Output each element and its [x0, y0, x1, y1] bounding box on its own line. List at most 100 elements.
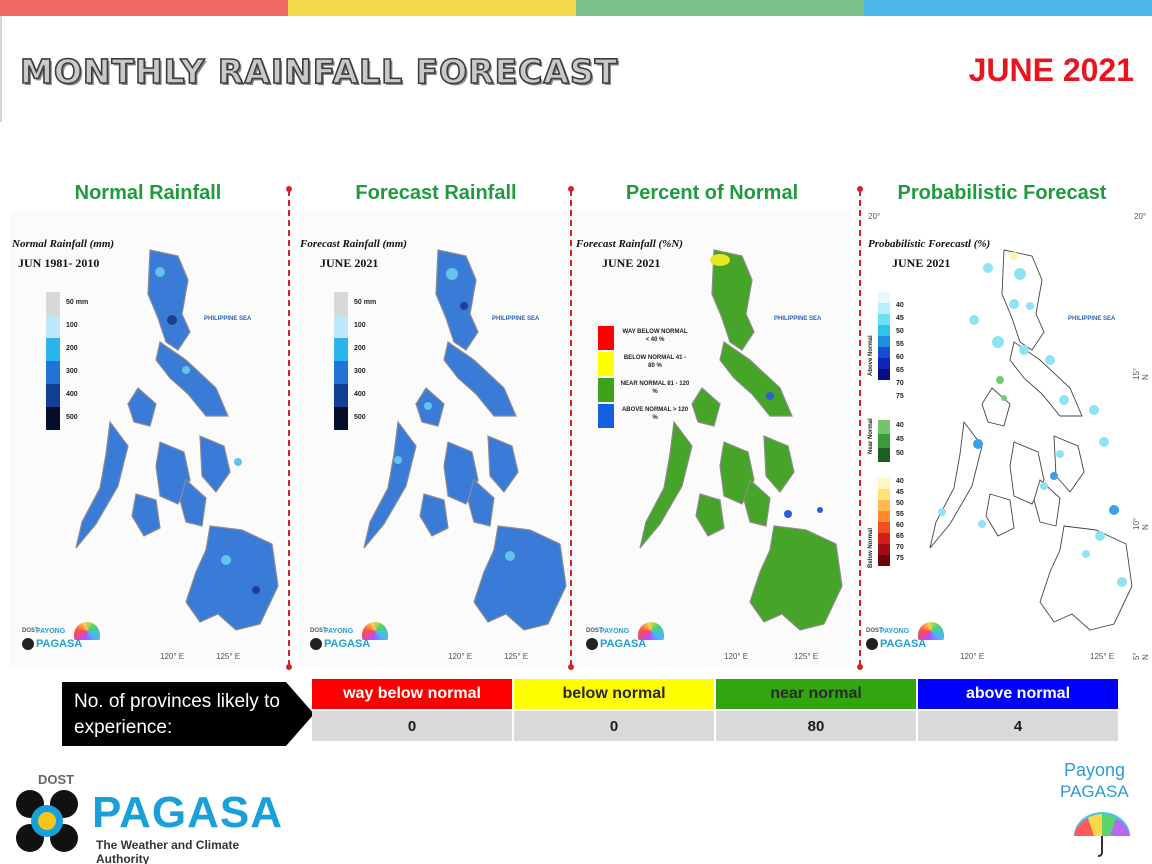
category-below-normal: Below Normal: [868, 527, 874, 568]
legend-label: 300: [354, 368, 366, 375]
mini-logo-pagasa: PAGASA: [324, 638, 371, 650]
summary-label: No. of provinces likely to experience:: [74, 691, 280, 738]
lon-label-left: 120° E: [960, 652, 985, 661]
map-caption: Forecast Rainfall (%N): [576, 238, 683, 250]
left-rule: [0, 16, 2, 122]
panel-normal-rainfall: Normal Rainfall Normal Rainfall (mm) JUN…: [10, 182, 286, 670]
legend-row: NEAR NORMAL 81 - 120 %: [598, 378, 698, 402]
lon-label-right: 125° E: [794, 652, 819, 661]
lon-label-left: 120° E: [724, 652, 749, 661]
top-bar-segment-blue: [864, 0, 1152, 16]
legend-label: 60: [896, 354, 904, 361]
mini-logo-dost: DOST: [866, 628, 883, 634]
map-forecast-rainfall: Forecast Rainfall (mm) JUNE 2021 PHILIPP…: [298, 210, 574, 668]
legend-label: 40: [896, 302, 904, 309]
dost-seal-icon: [310, 638, 322, 650]
panel-probabilistic-forecast: Probabilistic Forecast: [864, 182, 1150, 670]
header-way-below-normal: way below normal: [312, 679, 514, 709]
pagasa-seal-icon: [16, 790, 78, 852]
map-period: JUNE 2021: [892, 256, 951, 270]
legend-label: 50 mm: [354, 299, 377, 306]
map-percent-of-normal: Forecast Rainfall (%N) JUNE 2021 PHILIPP…: [574, 210, 850, 668]
mini-logo-pagasa: PAGASA: [880, 638, 927, 650]
payong-pagasa-logo: Payong PAGASA: [1054, 760, 1150, 860]
footer-tagline: The Weather and Climate Authority: [96, 838, 240, 864]
lon-label-right: 125° E: [1090, 652, 1115, 661]
legend-label: ABOVE NORMAL > 120 %: [621, 407, 689, 421]
panel-percent-of-normal: Percent of Normal Forecast Rainfall (%N)…: [574, 182, 850, 670]
lat-label-15: 15° N: [1132, 367, 1150, 380]
legend-label: 400: [354, 391, 366, 398]
legend-label: 500: [354, 414, 366, 421]
umbrella-icon: [362, 622, 388, 640]
mini-logo-payong: PAYONG: [880, 628, 910, 635]
legend-label: 200: [354, 345, 366, 352]
count-above-normal: 4: [918, 711, 1120, 741]
header-near-normal: near normal: [716, 679, 918, 709]
mini-logo-dost: DOST: [22, 628, 39, 634]
top-bar-segment-green: [576, 0, 864, 16]
legend-label: 45: [896, 436, 904, 443]
legend-label: 50: [896, 500, 904, 507]
legend-label: 65: [896, 367, 904, 374]
dost-seal-icon: [866, 638, 878, 650]
count-below-normal: 0: [514, 711, 716, 741]
mini-logo-pagasa: PAGASA: [600, 638, 647, 650]
legend-label: 400: [66, 391, 78, 398]
legend-label: 55: [896, 341, 904, 348]
legend-label: 50: [896, 450, 904, 457]
forecast-month: JUNE 2021: [968, 52, 1134, 88]
panel-divider: [857, 186, 863, 670]
summary-arrow-box: [62, 682, 314, 746]
philippines-map: [639, 249, 843, 631]
count-way-below-normal: 0: [312, 711, 514, 741]
legend-label: 55: [896, 511, 904, 518]
legend-label: 45: [896, 489, 904, 496]
legend-label: 50: [896, 328, 904, 335]
map-probabilistic-forecast: Probabilistic Forecastl (%) JUNE 2021 PH…: [864, 210, 1150, 668]
payong-line1: Payong: [1064, 760, 1126, 780]
philippines-map: [929, 249, 1133, 631]
panel-title: Probabilistic Forecast: [897, 182, 1107, 204]
table-header-row: way below normal below normal near norma…: [312, 679, 1120, 709]
legend-label: WAY BELOW NORMAL < 40 %: [622, 329, 688, 343]
legend-label: 70: [896, 544, 904, 551]
map-caption: Forecast Rainfall (mm): [300, 238, 407, 250]
legend-label: 500: [66, 414, 78, 421]
sea-label: PHILIPPINE SEA: [492, 316, 540, 322]
map-period: JUNE 2021: [320, 256, 379, 270]
legend-label: 45: [896, 315, 904, 322]
legend-label: 100: [66, 322, 78, 329]
mini-logo-dost: DOST: [586, 628, 603, 634]
map-period: JUN 1981- 2010: [18, 256, 100, 270]
top-bar-segment-yellow: [288, 0, 576, 16]
lat-label-20: 20°: [868, 212, 881, 221]
legend-row: ABOVE NORMAL > 120 %: [598, 404, 698, 428]
umbrella-icon: [918, 622, 944, 640]
lat-label-20-right: 20°: [1134, 212, 1147, 221]
lon-label-right: 125° E: [504, 652, 529, 661]
legend-label: 50 mm: [66, 299, 89, 306]
legend-label: 75: [896, 393, 904, 400]
top-bar-segment-red: [0, 0, 288, 16]
payong-pagasa-mini-logo: DOST PAYONG PAGASA: [20, 622, 100, 662]
panel-title: Percent of Normal: [625, 182, 799, 204]
legend-label: BELOW NORMAL 41 - 80 %: [623, 355, 687, 369]
sea-label: PHILIPPINE SEA: [204, 316, 252, 322]
legend-label: NEAR NORMAL 81 - 120 %: [620, 381, 690, 395]
page-title: MONTHLY RAINFALL FORECAST: [19, 51, 619, 92]
payong-pagasa-mini-logo: DOST PAYONG PAGASA: [864, 622, 944, 662]
legend-row: WAY BELOW NORMAL < 40 %: [598, 326, 698, 350]
legend-label: 60: [896, 522, 904, 529]
legend-label: 40: [896, 422, 904, 429]
footer-dost: DOST: [38, 772, 75, 787]
lat-label-5: 5° N: [1132, 652, 1150, 660]
panel-title: Forecast Rainfall: [355, 182, 517, 204]
umbrella-icon: [1074, 812, 1130, 857]
umbrella-icon: [74, 622, 100, 640]
lon-label-left: 120° E: [448, 652, 473, 661]
panel-divider: [568, 186, 574, 670]
umbrella-icon: [638, 622, 664, 640]
top-color-bar: [0, 0, 1152, 16]
footer-pagasa: PAGASA: [92, 788, 283, 837]
